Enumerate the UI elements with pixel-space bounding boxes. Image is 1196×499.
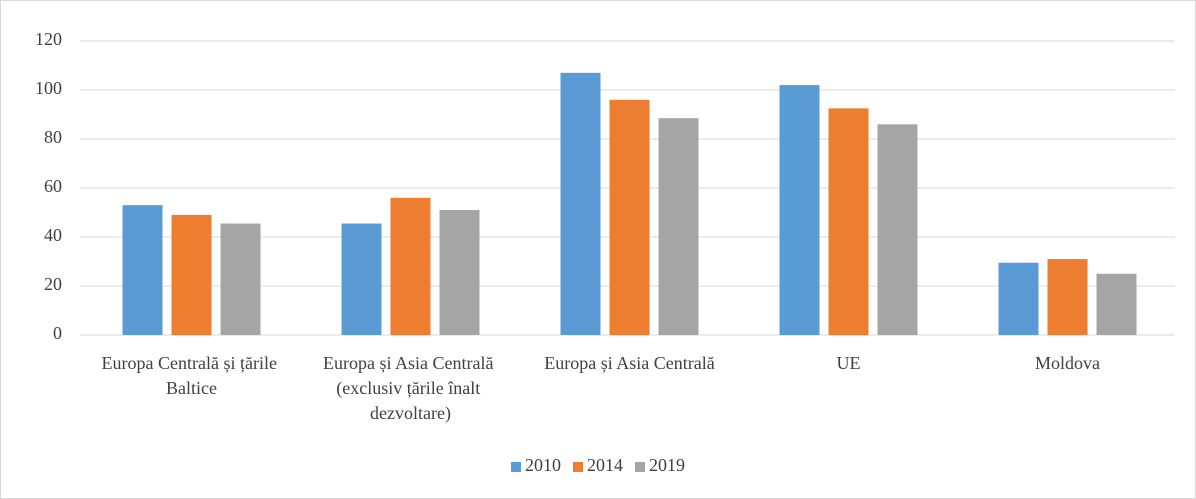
- x-tick-label: Europa Centrală și țările Baltice: [102, 353, 282, 398]
- bar: [439, 210, 480, 335]
- bar: [877, 124, 918, 335]
- legend-swatch: [573, 462, 583, 472]
- bar: [1096, 273, 1137, 335]
- bar: [1047, 259, 1088, 335]
- y-tick-label: 20: [44, 274, 62, 294]
- y-tick-label: 100: [35, 78, 62, 98]
- y-tick-label: 0: [53, 323, 62, 343]
- bar: [390, 197, 431, 335]
- legend-label: 2019: [649, 455, 685, 475]
- x-tick-label: Europa și Asia Centrală (exclusiv țările…: [323, 353, 498, 424]
- label-line: Europa și Asia Centrală: [323, 353, 498, 373]
- bar: [171, 214, 212, 335]
- bar: [560, 72, 601, 335]
- legend-label: 2010: [525, 455, 561, 475]
- label-line: Europa Centrală și țările: [102, 353, 282, 373]
- label-line: Baltice: [166, 378, 217, 398]
- label-line: Moldova: [1035, 353, 1100, 373]
- label-line: UE: [837, 353, 861, 373]
- bar: [122, 205, 163, 335]
- bar: [658, 118, 699, 335]
- bar: [341, 223, 382, 335]
- bar: [828, 108, 869, 335]
- label-line: Europa și Asia Centrală: [544, 353, 714, 373]
- label-line: dezvoltare): [370, 403, 451, 424]
- y-tick-label: 120: [35, 29, 62, 49]
- label-line: (exclusiv țările înalt: [336, 378, 484, 399]
- legend-swatch: [511, 462, 521, 472]
- bar: [779, 85, 820, 335]
- bar: [220, 223, 261, 335]
- y-tick-label: 40: [44, 225, 62, 245]
- legend-label: 2014: [587, 455, 623, 475]
- y-tick-label: 80: [44, 127, 62, 147]
- y-tick-label: 60: [44, 176, 62, 196]
- x-tick-label: UE: [837, 353, 861, 373]
- x-tick-label: Moldova: [1035, 353, 1100, 373]
- bar: [998, 262, 1039, 335]
- x-tick-label: Europa și Asia Centrală: [544, 353, 714, 373]
- bar: [609, 99, 650, 335]
- legend-swatch: [635, 462, 645, 472]
